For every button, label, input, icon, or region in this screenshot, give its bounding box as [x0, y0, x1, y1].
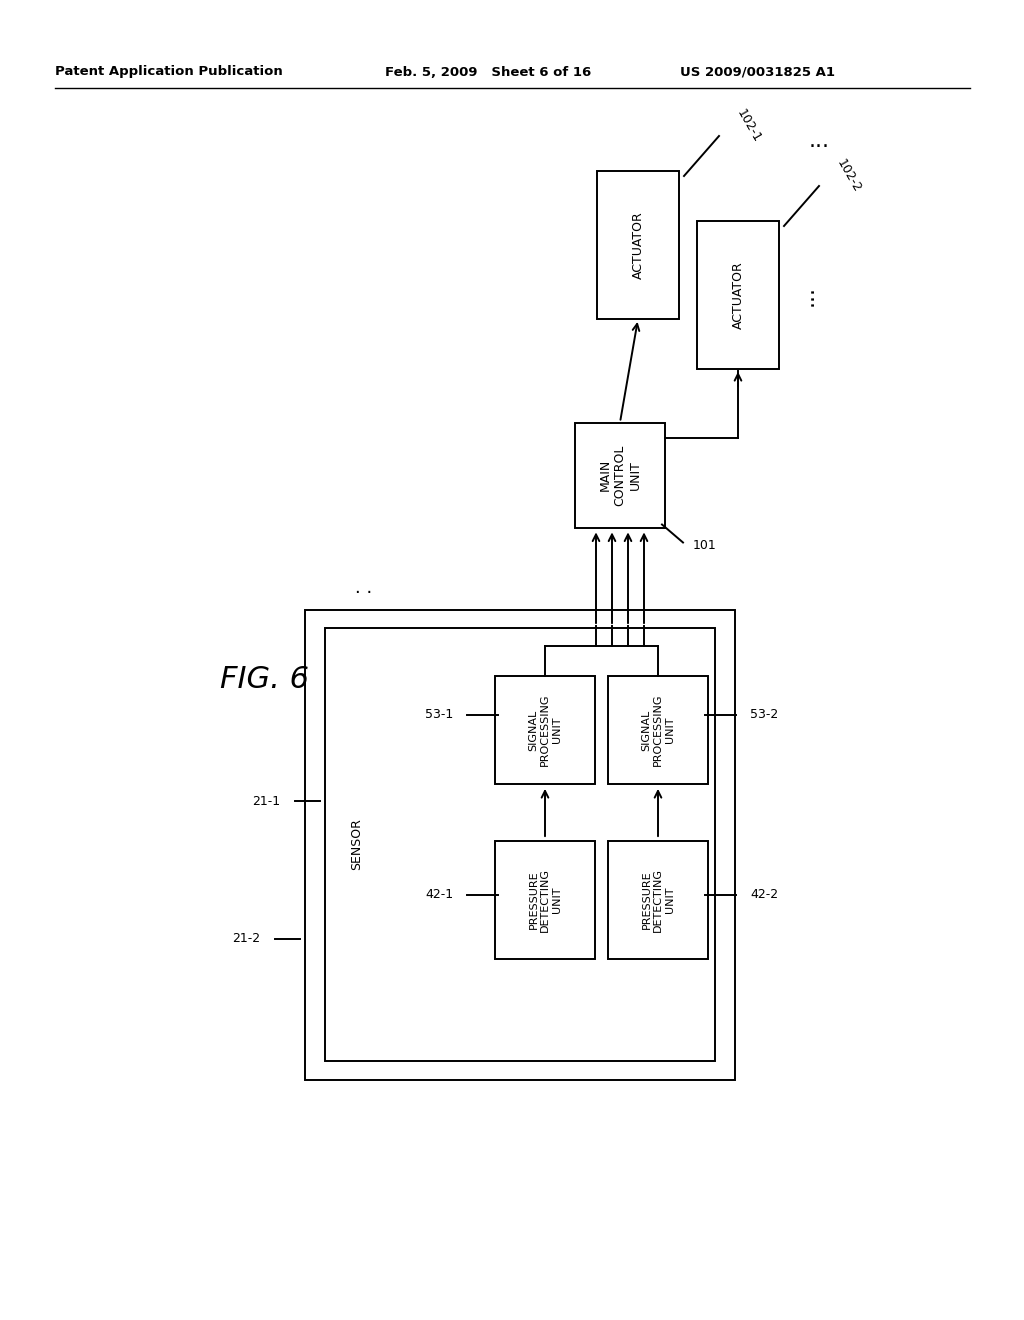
Text: 101: 101 — [693, 539, 717, 552]
Text: Patent Application Publication: Patent Application Publication — [55, 66, 283, 78]
Bar — [697, 220, 779, 370]
Text: 102-1: 102-1 — [734, 107, 763, 145]
Text: 53-2: 53-2 — [750, 709, 778, 722]
Text: SENSOR: SENSOR — [350, 818, 364, 870]
Text: · ·: · · — [355, 583, 373, 602]
Text: ...: ... — [797, 285, 817, 305]
Text: 53-1: 53-1 — [425, 709, 453, 722]
Text: PRESSURE
DETECTING
UNIT: PRESSURE DETECTING UNIT — [641, 869, 675, 932]
Text: 21-1: 21-1 — [252, 795, 280, 808]
Text: 21-2: 21-2 — [231, 932, 260, 945]
Bar — [495, 676, 595, 784]
Bar — [597, 172, 679, 319]
Text: 42-2: 42-2 — [750, 888, 778, 902]
Bar — [495, 841, 595, 960]
Text: PRESSURE
DETECTING
UNIT: PRESSURE DETECTING UNIT — [528, 869, 561, 932]
Text: SIGNAL
PROCESSING
UNIT: SIGNAL PROCESSING UNIT — [528, 694, 561, 766]
Text: 102-2: 102-2 — [834, 157, 863, 195]
Text: Feb. 5, 2009   Sheet 6 of 16: Feb. 5, 2009 Sheet 6 of 16 — [385, 66, 591, 78]
Bar — [608, 676, 708, 784]
Text: US 2009/0031825 A1: US 2009/0031825 A1 — [680, 66, 835, 78]
Text: ...: ... — [809, 131, 830, 150]
Bar — [575, 422, 665, 528]
Text: MAIN
CONTROL
UNIT: MAIN CONTROL UNIT — [598, 445, 641, 506]
Text: 42-1: 42-1 — [425, 888, 453, 902]
Bar — [608, 841, 708, 960]
Text: FIG. 6: FIG. 6 — [220, 665, 309, 694]
Text: SIGNAL
PROCESSING
UNIT: SIGNAL PROCESSING UNIT — [641, 694, 675, 766]
Text: ACTUATOR: ACTUATOR — [731, 261, 744, 329]
Bar — [305, 610, 735, 1080]
Text: ACTUATOR: ACTUATOR — [632, 211, 644, 279]
Bar — [325, 628, 715, 1061]
